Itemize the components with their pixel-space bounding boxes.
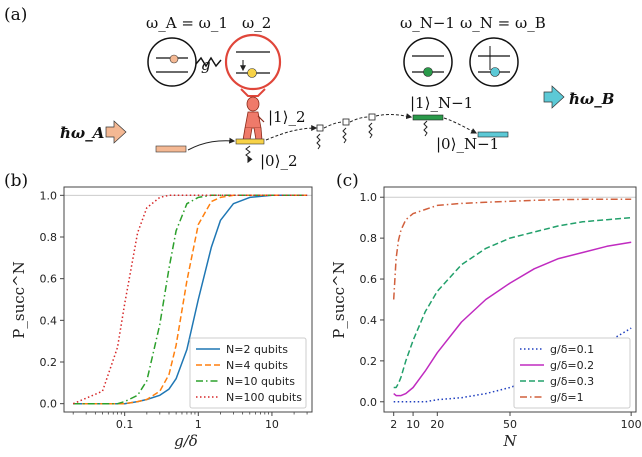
legend-label: g/δ=1: [550, 391, 584, 404]
transfer-arrow-2: [265, 125, 318, 141]
y-tick-label: 0.6: [40, 273, 58, 286]
chart-panel-b: (b) 0.0 0.2 0.4 0.6 0.8 1.0 0.1 1 10 g/δ P_succ^…: [4, 171, 313, 450]
decay-icon-3: [316, 133, 321, 150]
legend-label: g/δ=0.3: [550, 375, 594, 388]
series-line-4: [392, 198, 632, 300]
series-line-3: [393, 216, 632, 389]
legend-label: g/δ=0.2: [550, 359, 594, 372]
decay-icon-n1: [423, 120, 428, 137]
panel-b-label: (b): [4, 171, 28, 191]
output-arrow-icon: [543, 85, 565, 109]
legend-label: g/δ=0.1: [550, 343, 594, 356]
level-2: [235, 138, 265, 145]
ket-1-2-label: |1⟩_2: [268, 108, 306, 126]
qubit-a-bubble: [147, 37, 197, 87]
omega-a-label: ω_A = ω_1: [146, 14, 228, 32]
level-n1: [412, 114, 444, 121]
x-tick-label: 0.1: [116, 418, 134, 431]
transfer-arrow-1: [187, 137, 236, 151]
y-tick-label: 0.0: [40, 398, 58, 411]
x-tick-label: 10: [406, 418, 420, 431]
output-photon-label: ħω_B: [569, 90, 614, 108]
x-tick-label: 20: [430, 418, 444, 431]
x-axis-label-b: g/δ: [174, 432, 198, 450]
y-tick-label: 0.8: [40, 231, 58, 244]
y-tick-label: 0.2: [40, 356, 58, 369]
ket-0-n1-label: |0⟩_N−1: [436, 135, 499, 153]
y-tick-label: 0.2: [360, 355, 378, 368]
y-tick-label: 0.8: [360, 232, 378, 245]
legend-label: N=2 qubits: [226, 343, 288, 356]
qubit-n1-bubble: [403, 37, 453, 87]
x-axis-label-c: N: [502, 432, 517, 450]
ket-0-2-label: |0⟩_2: [260, 152, 298, 170]
legend-box: [189, 337, 307, 409]
omega-n1-label: ω_N−1: [400, 14, 455, 32]
y-tick-label: 0.4: [40, 314, 58, 327]
decay-icon-5: [368, 122, 373, 139]
legend-label: N=100 qubits: [226, 391, 302, 404]
y-axis-label-c: P_succ^N: [330, 261, 348, 338]
legend-label: N=4 qubits: [226, 359, 288, 372]
chart-panel-c: (c) 0.0 0.2 0.4 0.6 0.8 1.0 2 10 20 50 100 N P_suc…: [330, 171, 642, 450]
qubit-n1-dot: [423, 67, 433, 77]
coupling-wave-icon: [195, 56, 222, 68]
y-tick-label: 0.0: [360, 396, 378, 409]
y-tick-label: 1.0: [360, 191, 378, 204]
panel-a-label: (a): [4, 5, 27, 25]
transfer-arrow-out: [443, 117, 478, 134]
legend-b: N=2 qubits N=4 qubits N=10 qubits N=100 qub…: [189, 337, 307, 409]
diagram-panel-a: (a) ω_A = ω_1 ω_2 g ω_N−1 ω_N = ω_B: [4, 5, 614, 170]
qubit-a-dot: [169, 54, 179, 64]
omega-n-label: ω_N = ω_B: [460, 14, 546, 32]
level-a: [155, 145, 187, 153]
plot-frame-b: [63, 186, 313, 413]
panel-c-label: (c): [336, 171, 359, 191]
level-n: [477, 131, 509, 138]
decay-icon-4: [342, 127, 347, 144]
qubit-n-bubble: [469, 37, 519, 87]
series-line-2: [393, 241, 632, 397]
decay-icon-2: [245, 145, 253, 164]
qubit-n-dot: [490, 67, 500, 77]
observer-figure-icon: [242, 96, 265, 141]
y-axis-label-b: P_succ^N: [10, 261, 28, 338]
legend-label: N=10 qubits: [226, 375, 295, 388]
input-photon-label: ħω_A: [60, 124, 104, 142]
ket-1-n1-label: |1⟩_N−1: [410, 94, 473, 112]
x-tick-label: 50: [503, 418, 517, 431]
qubit-2-dot: [247, 68, 257, 78]
input-arrow-icon: [105, 120, 127, 144]
y-tick-label: 1.0: [40, 189, 58, 202]
series-line-4: [72, 194, 308, 405]
omega-2-label: ω_2: [242, 14, 271, 32]
x-tick-label: 2: [390, 418, 397, 431]
x-tick-label: 1: [195, 418, 202, 431]
x-tick-label: 100: [621, 418, 642, 431]
y-tick-label: 0.6: [360, 273, 378, 286]
legend-c: g/δ=0.1 g/δ=0.2 g/δ=0.3 g/δ=1: [513, 337, 631, 409]
legend-box: [513, 337, 631, 409]
x-tick-label: 10: [265, 418, 279, 431]
qubit-2-bubble: [224, 33, 282, 97]
y-tick-label: 0.4: [360, 314, 378, 327]
